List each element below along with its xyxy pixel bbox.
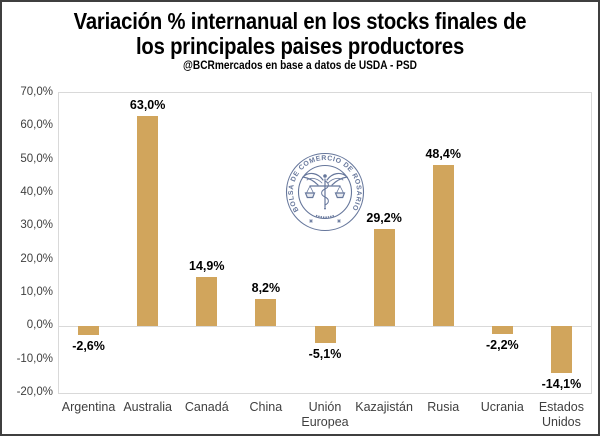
y-axis-tick-label: 60,0%	[20, 119, 53, 132]
bar-argentina	[78, 326, 100, 335]
chart-title-line-1: Variación % internanual en los stocks fi…	[73, 8, 527, 34]
x-axis-label-argentina: Argentina	[61, 400, 116, 414]
seal-bottom-marks	[308, 214, 342, 224]
y-axis-tick-label: 10,0%	[20, 286, 53, 298]
x-axis-label-australia: Australia	[123, 400, 172, 414]
bar-rusia	[432, 165, 454, 327]
bar-uni-n-europea	[314, 326, 336, 344]
seal-emblem	[301, 172, 349, 210]
bar-australia	[137, 116, 159, 327]
chart-title-line-2: los principales paises productores	[135, 33, 465, 59]
bar-value-label-canad-: 14,9%	[189, 258, 225, 273]
bar-canad-	[196, 276, 218, 327]
x-axis-label-estados-unidos: Estados Unidos	[538, 400, 585, 429]
bcr-rosario-seal-icon: BOLSA DE COMERCIO DE ROSARIO	[285, 152, 365, 232]
bar-value-label-ucrania: -2,2%	[486, 337, 519, 352]
bar-value-label-china: 8,2%	[251, 281, 281, 295]
x-axis-label-ucrania: Ucrania	[480, 400, 524, 414]
bar-value-label-argentina: -2,6%	[72, 339, 105, 353]
bar-value-label-estados-unidos: -14,1%	[541, 377, 582, 392]
y-axis-tick-label: 70,0%	[20, 86, 53, 98]
y-axis-tick-label: 30,0%	[20, 219, 53, 232]
bar-value-label-kazajist-n: 29,2%	[366, 211, 402, 225]
y-axis-tick-label: -20,0%	[16, 386, 53, 398]
x-axis-label-rusia: Rusia	[427, 400, 460, 414]
bar-kazajist-n	[373, 229, 395, 327]
bar-value-label-rusia: 48,4%	[425, 147, 461, 161]
chart-subtitle: @BCRmercados en base a datos de USDA - P…	[183, 60, 417, 72]
y-axis-tick-label: -10,0%	[16, 352, 53, 365]
seal-outer-ring	[285, 152, 365, 232]
bar-estados-unidos	[550, 326, 572, 374]
x-axis-label-canad-: Canadá	[184, 400, 229, 414]
y-axis-tick-label: 50,0%	[20, 152, 53, 165]
bar-value-label-australia: 63,0%	[129, 98, 166, 113]
x-axis-label-china: China	[249, 400, 283, 414]
x-axis-label-kazajist-n: Kazajistán	[355, 400, 413, 414]
x-axis-label-uni-n-europea: Unión Europea	[301, 400, 349, 429]
bar-ucrania	[491, 326, 513, 334]
chart-header: Variación % internanual en los stocks fi…	[38, 8, 562, 73]
y-axis-tick-label: 20,0%	[20, 252, 53, 265]
y-axis-tick-label: 0,0%	[26, 319, 53, 332]
bar-china	[255, 299, 277, 327]
seal-inner-ring	[297, 164, 353, 220]
bar-value-label-uni-n-europea: -5,1%	[308, 347, 342, 362]
y-axis-tick-label: 40,0%	[20, 186, 53, 198]
